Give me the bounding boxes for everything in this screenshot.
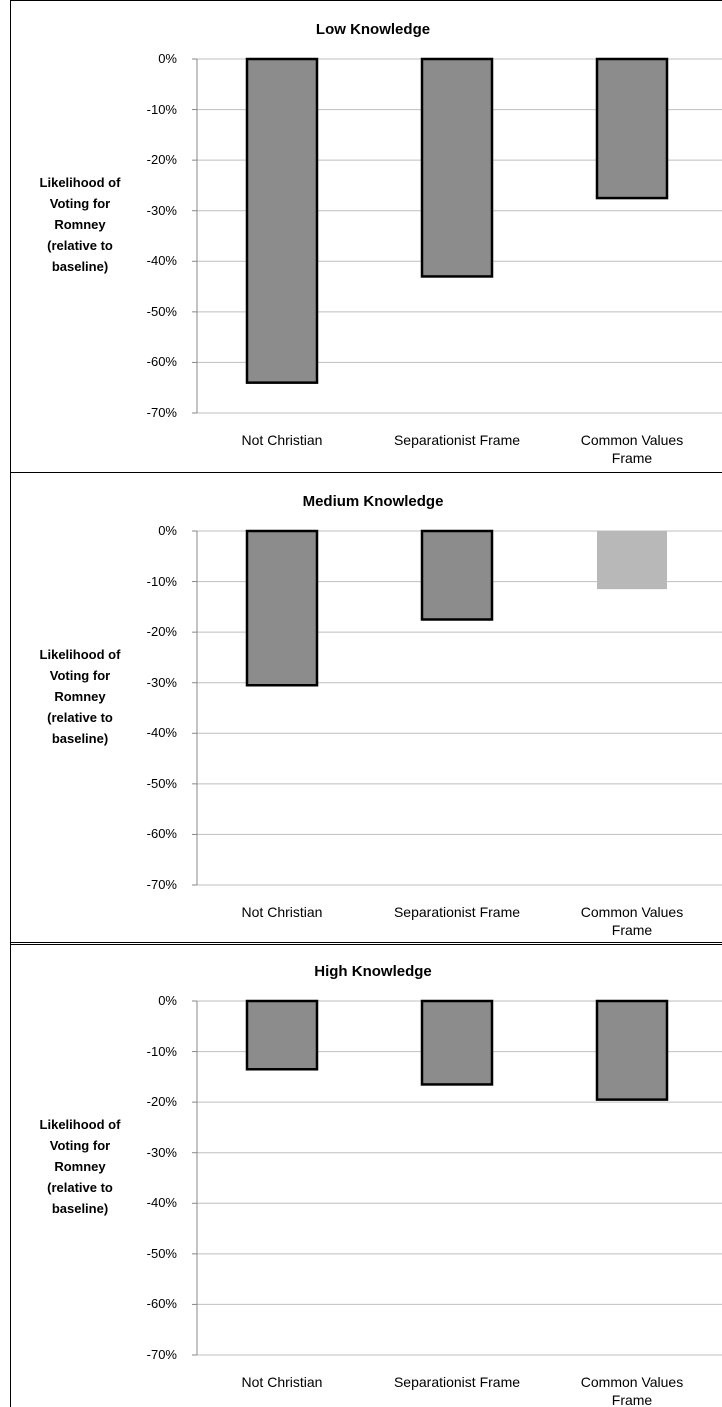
bar — [420, 529, 494, 621]
x-tick-label: Common Values Frame — [580, 432, 684, 466]
x-tick-label: Not Christian — [241, 432, 323, 448]
bar — [245, 529, 319, 687]
y-axis-label: Likelihood of Voting for Romney (relativ… — [39, 175, 121, 274]
y-tick-label: -50% — [146, 775, 177, 791]
x-tick-label: Separationist Frame — [393, 432, 521, 448]
y-tick-label: -60% — [146, 354, 177, 370]
bar — [245, 57, 319, 384]
y-tick-label: -10% — [146, 573, 177, 589]
y-tick-label: -30% — [146, 1144, 177, 1160]
chart-title: High Knowledge — [314, 963, 432, 980]
bar — [595, 57, 669, 200]
y-tick-label: -20% — [146, 624, 177, 640]
y-tick-label: -60% — [146, 1296, 177, 1312]
bar — [595, 999, 669, 1101]
y-tick-label: -40% — [146, 253, 177, 269]
panel-border — [10, 472, 722, 945]
panel-border — [10, 942, 722, 1407]
x-tick-label: Separationist Frame — [393, 1374, 521, 1390]
y-tick-label: -70% — [146, 1347, 177, 1362]
y-tick-label: 0% — [158, 51, 177, 66]
x-tick-label: Not Christian — [241, 1374, 323, 1390]
y-axis-label: Likelihood of Voting for Romney (relativ… — [39, 1117, 121, 1216]
y-tick-label: 0% — [158, 993, 177, 1008]
y-tick-label: -50% — [146, 1245, 177, 1261]
y-tick-label: -20% — [146, 152, 177, 168]
y-tick-label: -30% — [146, 202, 177, 218]
chart-title: Medium Knowledge — [302, 493, 444, 510]
y-tick-label: -20% — [146, 1094, 177, 1110]
x-tick-label: Common Values Frame — [580, 1374, 684, 1407]
y-tick-label: -10% — [146, 1043, 177, 1059]
y-tick-label: -60% — [146, 826, 177, 842]
y-tick-label: -30% — [146, 674, 177, 690]
y-tick-label: -10% — [146, 101, 177, 117]
y-tick-label: -70% — [146, 877, 177, 892]
x-tick-label: Separationist Frame — [393, 904, 521, 920]
y-tick-label: -40% — [146, 1195, 177, 1211]
bar — [597, 531, 667, 590]
bar — [420, 57, 494, 278]
chart-title: Low Knowledge — [315, 21, 431, 38]
y-tick-label: -70% — [146, 405, 177, 420]
y-tick-label: -50% — [146, 303, 177, 319]
x-tick-label: Common Values Frame — [580, 904, 684, 938]
bar — [420, 999, 494, 1086]
bar — [245, 999, 319, 1071]
x-tick-label: Not Christian — [241, 904, 323, 920]
y-tick-label: -40% — [146, 725, 177, 741]
y-tick-label: 0% — [158, 523, 177, 538]
y-axis-label: Likelihood of Voting for Romney (relativ… — [39, 647, 121, 746]
